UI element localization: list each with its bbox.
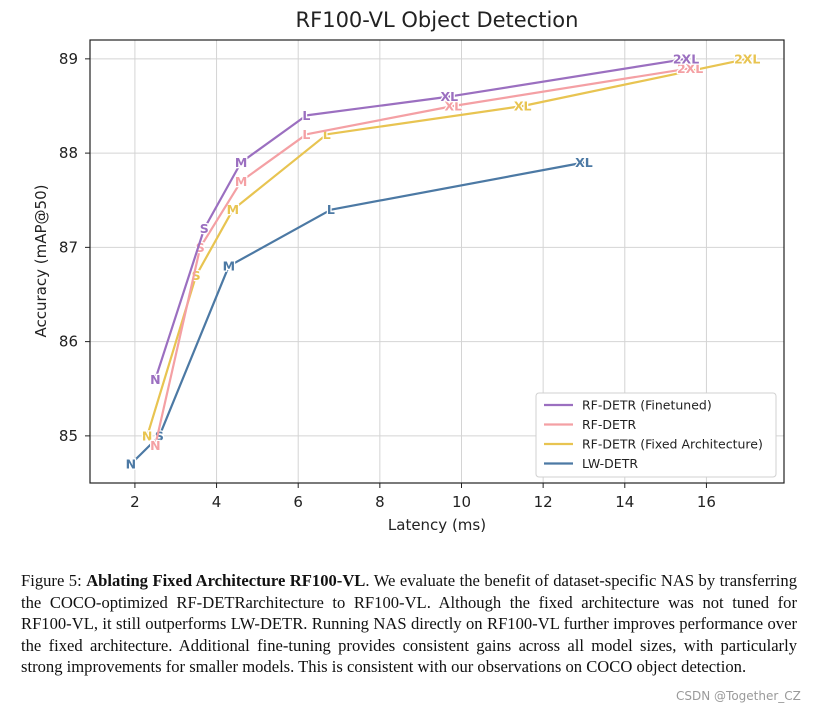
point-label: XL: [440, 89, 458, 104]
figure-body: . We evaluate the benefit of dataset-spe…: [21, 571, 797, 677]
y-tick-label: 85: [59, 427, 78, 445]
point-label: 2XL: [673, 51, 699, 66]
point-label: N: [142, 428, 152, 443]
grid-lines: [90, 40, 784, 483]
x-axis-label: Latency (ms): [388, 516, 486, 534]
legend-label: RF-DETR (Finetuned): [582, 398, 712, 413]
x-tick-label: 2: [130, 493, 140, 511]
chart-title: RF100-VL Object Detection: [296, 8, 579, 32]
point-label: M: [235, 174, 247, 189]
point-label: N: [150, 438, 160, 453]
legend-box: [535, 392, 777, 478]
chart: RF100-VL Object Detection 2 4 6 8 10 12 14 16 85…: [32, 8, 785, 534]
watermark: CSDN @Together_CZ: [676, 689, 801, 703]
figure-caption: Figure 5: Ablating Fixed Architecture RF…: [21, 570, 797, 678]
point-label: XL: [514, 98, 532, 113]
x-tick-label: 6: [293, 493, 303, 511]
point-label: N: [126, 457, 136, 472]
point-label: S: [155, 428, 164, 443]
y-tick-label: 88: [59, 144, 78, 162]
point-label: L: [327, 202, 335, 217]
point-label: S: [196, 240, 205, 255]
point-label: M: [235, 155, 247, 170]
x-tick-label: 16: [697, 493, 716, 511]
plot-area-frame: [89, 39, 785, 484]
series-rf-detr-finetuned: N S M L XL 2XL: [149, 50, 701, 388]
point-label: S: [200, 221, 209, 236]
x-tick-label: 12: [534, 493, 553, 511]
y-axis-label: Accuracy (mAP@50): [32, 185, 50, 338]
series-line: [154, 67, 691, 446]
y-tick-label: 87: [59, 238, 78, 256]
legend-label: LW-DETR: [582, 456, 638, 471]
x-tick-label: 8: [375, 493, 385, 511]
point-label: S: [192, 268, 201, 283]
point-label: XL: [445, 98, 463, 113]
series-line: [154, 57, 687, 380]
x-tick-label: 4: [212, 493, 222, 511]
point-label: M: [227, 202, 239, 217]
figure-title: Ablating Fixed Architecture RF100-VL: [86, 571, 366, 590]
point-label: L: [302, 108, 310, 123]
point-label: L: [302, 127, 310, 142]
y-tick-label: 86: [59, 333, 78, 351]
y-tick-label: 89: [59, 50, 78, 68]
point-label: XL: [575, 155, 593, 170]
x-tick-label: 10: [452, 493, 471, 511]
point-label: 2XL: [677, 61, 703, 76]
legend-label: RF-DETR (Fixed Architecture): [582, 437, 763, 452]
legend: RF-DETR (Finetuned) RF-DETR RF-DETR (Fixed…: [535, 392, 777, 478]
point-label: N: [150, 372, 160, 387]
point-label: L: [323, 127, 331, 142]
axis-ticks: 2 4 6 8 10 12 14 16 85 86 87 88 89: [59, 50, 716, 511]
series-line: [130, 161, 585, 465]
x-tick-label: 14: [615, 493, 634, 511]
figure-label: Figure 5:: [21, 571, 82, 590]
point-label: 2XL: [734, 51, 760, 66]
legend-label: RF-DETR: [582, 417, 637, 432]
point-label: M: [223, 259, 235, 274]
